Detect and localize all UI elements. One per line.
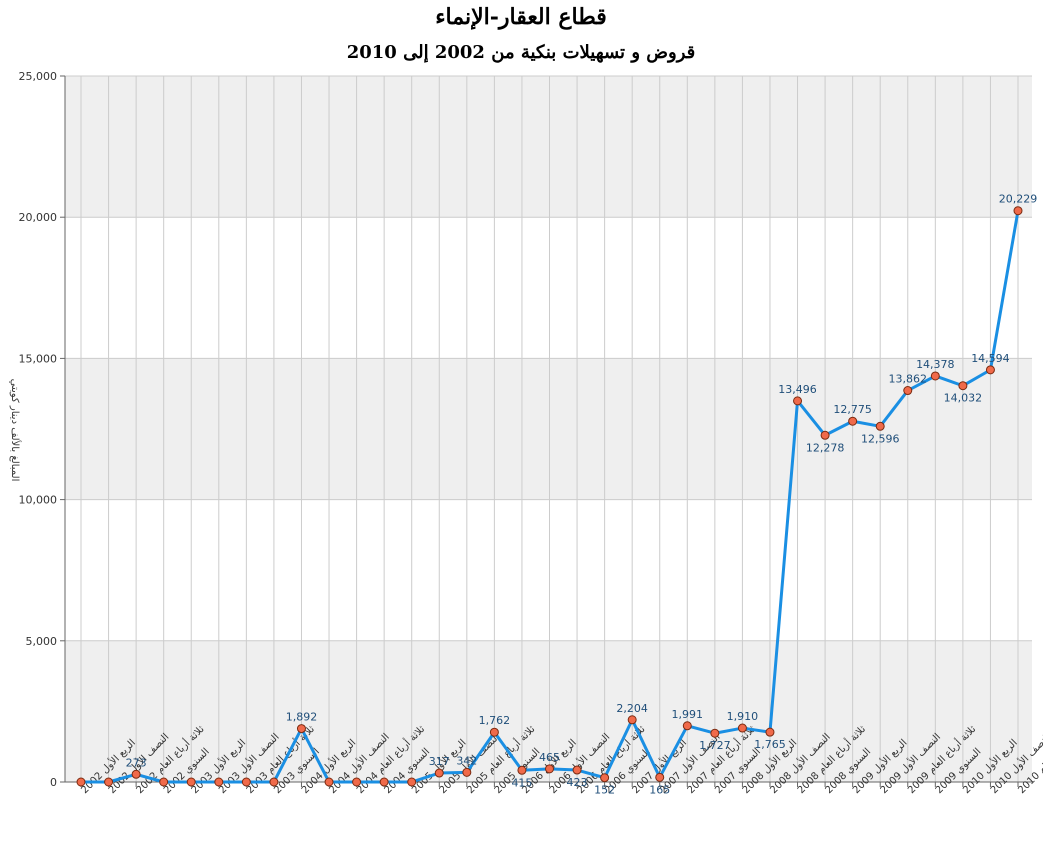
grid-band bbox=[65, 640, 1032, 782]
y-tick-label: 5,000 bbox=[26, 635, 58, 648]
data-label: 14,378 bbox=[916, 358, 955, 371]
data-point bbox=[793, 396, 803, 406]
data-point bbox=[489, 727, 499, 737]
data-point bbox=[517, 765, 527, 775]
y-tick-label: 0 bbox=[50, 776, 57, 789]
data-label: 1,892 bbox=[286, 711, 318, 724]
data-label: 12,278 bbox=[806, 441, 845, 454]
y-tick-label: 10,000 bbox=[19, 494, 58, 507]
data-label: 12,596 bbox=[861, 432, 900, 445]
chart-subtitle: قروض و تسهيلات بنكية من 2002 إلى 2010 bbox=[347, 42, 696, 63]
data-point bbox=[848, 416, 858, 426]
data-point bbox=[214, 777, 224, 787]
data-label: 1,762 bbox=[479, 714, 511, 727]
data-point bbox=[765, 727, 775, 737]
data-point bbox=[710, 728, 720, 738]
data-point bbox=[462, 767, 472, 777]
data-label: 465 bbox=[539, 751, 560, 764]
data-point bbox=[159, 777, 169, 787]
data-point bbox=[600, 773, 610, 783]
data-label: 1,727 bbox=[699, 739, 731, 752]
y-tick-label: 25,000 bbox=[19, 70, 58, 83]
y-tick-label: 15,000 bbox=[19, 352, 58, 365]
data-label: 14,594 bbox=[971, 352, 1010, 365]
data-point bbox=[269, 777, 279, 787]
data-point bbox=[407, 777, 417, 787]
data-point bbox=[434, 768, 444, 778]
data-label: 13,862 bbox=[889, 373, 928, 386]
data-label: 20,229 bbox=[999, 193, 1038, 206]
data-point bbox=[930, 371, 940, 381]
data-point bbox=[186, 777, 196, 787]
y-tick-label: 20,000 bbox=[19, 211, 58, 224]
data-point bbox=[379, 777, 389, 787]
data-point bbox=[352, 777, 362, 787]
data-label: 415 bbox=[511, 776, 532, 789]
data-point bbox=[545, 764, 554, 774]
data-point bbox=[682, 721, 692, 731]
data-label: 342 bbox=[456, 754, 477, 767]
data-point bbox=[737, 723, 747, 733]
chart-title: قطاع العقار-الإنماء bbox=[435, 4, 607, 31]
data-point bbox=[572, 765, 582, 775]
data-point bbox=[104, 777, 114, 787]
data-label: 317 bbox=[429, 755, 450, 768]
y-axis-label: المبالغ بالألف دينار كويتي bbox=[9, 379, 22, 482]
data-label: 14,032 bbox=[944, 392, 983, 405]
grid-band bbox=[65, 76, 1032, 218]
data-point bbox=[76, 777, 86, 787]
data-label: 2,204 bbox=[616, 702, 648, 715]
data-point bbox=[241, 777, 251, 787]
data-point bbox=[903, 386, 913, 396]
data-point bbox=[324, 777, 334, 787]
data-label: 273 bbox=[126, 756, 147, 769]
data-label: 152 bbox=[594, 784, 615, 797]
data-point bbox=[985, 365, 995, 375]
data-label: 1,765 bbox=[754, 738, 786, 751]
data-label: 1,910 bbox=[727, 710, 759, 723]
data-label: 1,991 bbox=[672, 708, 704, 721]
data-point bbox=[958, 381, 968, 391]
data-label: 13,496 bbox=[778, 383, 817, 396]
data-point bbox=[655, 772, 665, 782]
data-point bbox=[131, 769, 141, 779]
data-label: 423 bbox=[567, 776, 588, 789]
data-point bbox=[820, 430, 830, 440]
data-label: 12,775 bbox=[833, 403, 872, 416]
data-point bbox=[1013, 206, 1023, 216]
data-point bbox=[296, 724, 306, 734]
data-label: 165 bbox=[649, 783, 670, 796]
data-point bbox=[627, 715, 637, 725]
data-point bbox=[875, 421, 885, 431]
grid-band bbox=[65, 358, 1032, 500]
